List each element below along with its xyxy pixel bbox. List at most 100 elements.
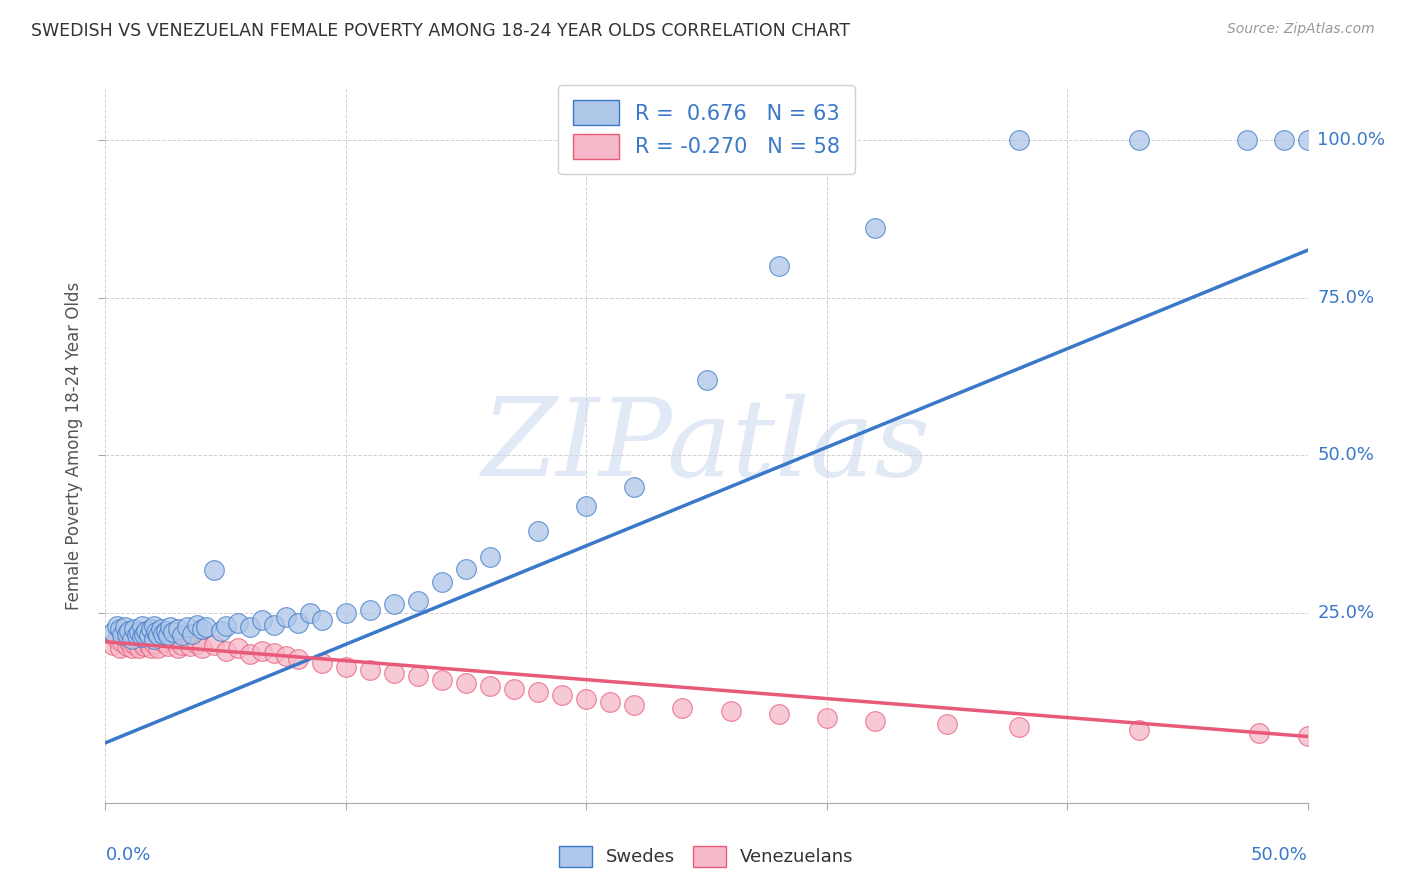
Point xyxy=(551,689,574,703)
Point xyxy=(145,625,167,640)
Point xyxy=(172,638,194,652)
Point xyxy=(142,619,165,633)
Point xyxy=(135,632,157,646)
Point xyxy=(176,620,198,634)
Point xyxy=(382,597,405,611)
Point xyxy=(623,698,645,712)
Point xyxy=(131,634,153,648)
Point xyxy=(274,649,297,664)
Point xyxy=(311,656,333,670)
Point xyxy=(479,549,502,564)
Point xyxy=(162,632,184,647)
Point xyxy=(139,622,162,636)
Point xyxy=(138,628,160,642)
Point xyxy=(623,480,645,494)
Point xyxy=(1296,133,1319,147)
Point xyxy=(311,613,333,627)
Legend: Swedes, Venezuelans: Swedes, Venezuelans xyxy=(550,837,863,876)
Point xyxy=(156,628,179,642)
Point xyxy=(114,628,136,642)
Point xyxy=(430,574,453,589)
Point xyxy=(172,628,194,642)
Text: 25.0%: 25.0% xyxy=(1317,605,1374,623)
Point xyxy=(250,613,273,627)
Point xyxy=(152,626,174,640)
Point xyxy=(162,625,184,640)
Point xyxy=(263,646,285,660)
Point xyxy=(108,641,131,656)
Point xyxy=(107,619,129,633)
Point xyxy=(263,617,285,632)
Point xyxy=(214,644,236,658)
Point xyxy=(335,660,357,674)
Text: 0.0%: 0.0% xyxy=(105,846,150,863)
Point xyxy=(575,499,598,513)
Point xyxy=(128,625,150,640)
Point xyxy=(190,641,212,656)
Point xyxy=(696,373,718,387)
Point xyxy=(121,632,143,646)
Point xyxy=(139,641,162,656)
Point xyxy=(101,625,124,640)
Point xyxy=(226,641,249,656)
Point xyxy=(454,675,477,690)
Point xyxy=(125,628,148,642)
Point xyxy=(768,707,790,722)
Point xyxy=(108,622,131,636)
Point xyxy=(166,622,188,636)
Point xyxy=(239,648,262,662)
Point xyxy=(214,619,236,633)
Point xyxy=(359,663,381,677)
Point xyxy=(406,669,429,683)
Point xyxy=(101,638,124,652)
Point xyxy=(287,615,309,630)
Point xyxy=(125,632,148,646)
Point xyxy=(274,609,297,624)
Point xyxy=(202,563,225,577)
Point xyxy=(115,626,138,640)
Point xyxy=(1128,723,1150,738)
Text: 50.0%: 50.0% xyxy=(1317,447,1374,465)
Point xyxy=(863,714,886,728)
Point xyxy=(148,628,170,642)
Point xyxy=(503,682,526,697)
Text: ZIPatlas: ZIPatlas xyxy=(482,393,931,499)
Point xyxy=(115,639,138,653)
Point xyxy=(226,615,249,630)
Point xyxy=(1008,720,1031,734)
Point xyxy=(202,638,225,652)
Point xyxy=(142,637,165,651)
Point xyxy=(936,717,959,731)
Point xyxy=(527,524,550,539)
Point xyxy=(159,620,181,634)
Point xyxy=(138,638,160,652)
Point xyxy=(599,695,621,709)
Point xyxy=(142,632,165,646)
Point xyxy=(128,641,150,656)
Point xyxy=(124,622,146,636)
Point xyxy=(111,628,134,642)
Point xyxy=(287,652,309,666)
Point xyxy=(1008,133,1031,147)
Point xyxy=(454,562,477,576)
Point xyxy=(156,639,179,653)
Point xyxy=(382,666,405,681)
Point xyxy=(135,624,157,638)
Point xyxy=(239,620,262,634)
Point xyxy=(118,634,141,648)
Point xyxy=(863,221,886,235)
Point xyxy=(124,637,146,651)
Point xyxy=(107,632,129,646)
Point xyxy=(479,679,502,693)
Point xyxy=(186,637,208,651)
Point xyxy=(181,626,204,640)
Point xyxy=(132,626,155,640)
Y-axis label: Female Poverty Among 18-24 Year Olds: Female Poverty Among 18-24 Year Olds xyxy=(65,282,83,610)
Point xyxy=(671,701,693,715)
Text: 100.0%: 100.0% xyxy=(1317,131,1385,149)
Point xyxy=(1128,133,1150,147)
Text: 75.0%: 75.0% xyxy=(1317,289,1374,307)
Point xyxy=(250,644,273,658)
Text: 50.0%: 50.0% xyxy=(1251,846,1308,863)
Point xyxy=(111,634,134,648)
